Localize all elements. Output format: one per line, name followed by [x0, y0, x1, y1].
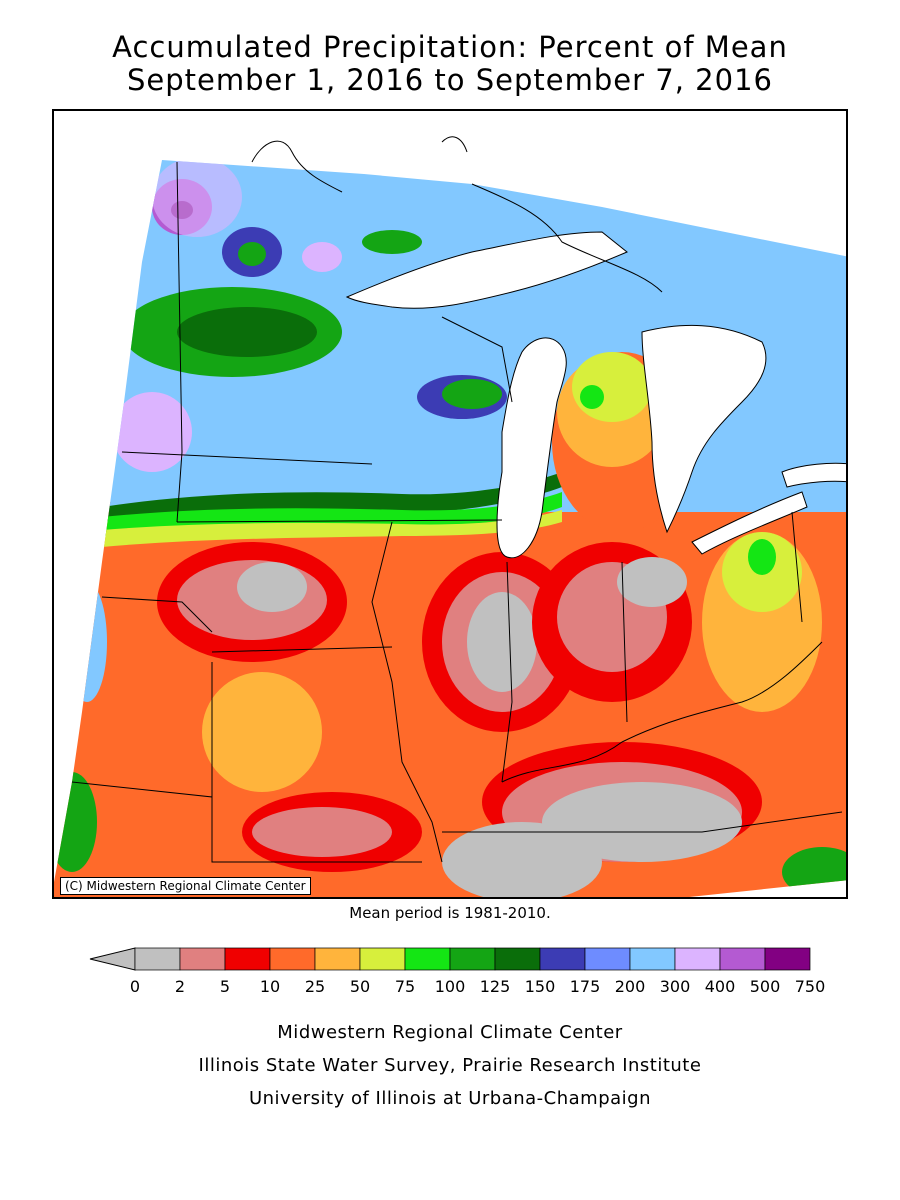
map-title-line-1: Accumulated Precipitation: Percent of Me… — [112, 30, 788, 64]
boundary-ohio-river — [501, 641, 823, 783]
blob-lower-michigan-green — [580, 385, 604, 409]
legend-tick-label: 25 — [305, 977, 325, 996]
boundary-kentucky-tennessee — [442, 811, 843, 833]
legend-swatch — [629, 947, 676, 971]
blob-kentucky-gray — [542, 782, 742, 862]
boundary-indiana-ohio — [621, 561, 628, 723]
legend-tick-label: 100 — [435, 977, 466, 996]
map-credit: (C) Midwestern Regional Climate Center — [60, 877, 311, 895]
legend-swatch — [359, 947, 406, 971]
blob-southern-gray — [442, 822, 602, 897]
legend-swatch — [269, 947, 316, 971]
blob-borders-green — [238, 242, 266, 266]
legend-tick-label: 300 — [660, 977, 691, 996]
precipitation-map — [54, 136, 846, 897]
boundary-nd-sd — [121, 451, 373, 465]
legend-swatch — [404, 947, 451, 971]
footer-line-1: Midwestern Regional Climate Center — [277, 1022, 623, 1043]
blob-missouri-yellow — [202, 672, 322, 792]
band-transition-75 — [102, 510, 562, 547]
legend-tick-label: 175 — [570, 977, 601, 996]
blob-ohio-green — [748, 539, 776, 575]
state-boundaries — [71, 161, 843, 863]
lake-erie — [691, 491, 808, 555]
blob-indiana-gray — [617, 557, 687, 607]
boundary-kansas — [71, 781, 422, 863]
legend-tick-label: 500 — [750, 977, 781, 996]
blob-iowa-gray — [237, 562, 307, 612]
boundary-iowa-south — [211, 646, 393, 653]
legend-tick-label: 200 — [615, 977, 646, 996]
blob-minnesota-lavender — [302, 242, 342, 272]
legend-tick-label: 10 — [260, 977, 280, 996]
legend-tick-label: 0 — [130, 977, 140, 996]
great-lakes — [345, 231, 846, 559]
blob-upper-peninsula-green — [362, 230, 422, 254]
blob-west-blue — [67, 582, 107, 702]
blob-ne-minnesota-darkgreen — [177, 307, 317, 357]
boundary-wisconsin-michigan — [441, 316, 513, 403]
legend-swatch — [719, 947, 766, 971]
legend-tick-label: 50 — [350, 977, 370, 996]
legend-swatch — [539, 947, 586, 971]
boundary-minnesota-west — [176, 161, 183, 523]
legend-tick-label: 750 — [795, 977, 826, 996]
legend-swatch — [674, 947, 721, 971]
boundary-mississippi — [371, 521, 443, 863]
legend-underflow-arrow — [89, 947, 136, 971]
blob-nd-lavender — [152, 160, 242, 237]
boundary-iowa-north — [176, 519, 503, 523]
band-transition-150 — [102, 472, 562, 522]
canada-coast — [251, 136, 663, 293]
blob-illinois-gray — [467, 592, 537, 692]
lake-superior — [345, 231, 628, 309]
legend-tick-label: 2 — [175, 977, 185, 996]
color-legend: 0 2 5 10 25 50 75 100 125 150 175 200 300 400 500 750 — [89, 947, 826, 996]
legend-swatch — [134, 947, 181, 971]
legend-swatch — [224, 947, 271, 971]
blob-missouri-pink — [252, 807, 392, 857]
legend-tick-label: 400 — [705, 977, 736, 996]
legend-swatch — [449, 947, 496, 971]
boundary-sd-ne — [101, 596, 213, 633]
legend-swatch — [314, 947, 361, 971]
map-frame: (C) Midwestern Regional Climate Center — [52, 109, 848, 899]
legend-tick-label: 75 — [395, 977, 415, 996]
legend-swatch — [584, 947, 631, 971]
map-title-line-2: September 1, 2016 to September 7, 2016 — [127, 63, 773, 97]
blob-lower-michigan-lime — [572, 352, 652, 422]
lake-ontario — [781, 462, 846, 488]
boundary-ohio-pa — [791, 511, 803, 623]
legend-swatch — [179, 947, 226, 971]
lake-huron — [641, 324, 767, 534]
blob-sd-lavender — [112, 392, 192, 472]
legend-swatch — [494, 947, 541, 971]
legend-tick-label: 150 — [525, 977, 556, 996]
legend-tick-label: 5 — [220, 977, 230, 996]
footer-line-3: University of Illinois at Urbana-Champai… — [248, 1088, 652, 1109]
boundary-illinois-indiana — [501, 561, 513, 783]
legend-tick-label: 125 — [480, 977, 511, 996]
footer-line-2: Illinois State Water Survey, Prairie Res… — [198, 1055, 702, 1076]
mean-period-note: Mean period is 1981-2010. — [349, 904, 551, 922]
blob-wisconsin-green — [442, 379, 502, 409]
lake-michigan — [496, 337, 567, 559]
legend-swatch — [764, 947, 811, 971]
